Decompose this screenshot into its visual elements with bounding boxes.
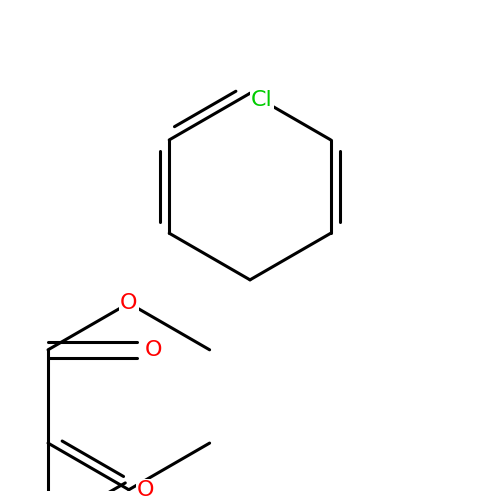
Text: O: O xyxy=(120,293,138,313)
Text: Cl: Cl xyxy=(251,90,273,110)
Text: O: O xyxy=(137,480,154,500)
Text: O: O xyxy=(144,340,162,360)
